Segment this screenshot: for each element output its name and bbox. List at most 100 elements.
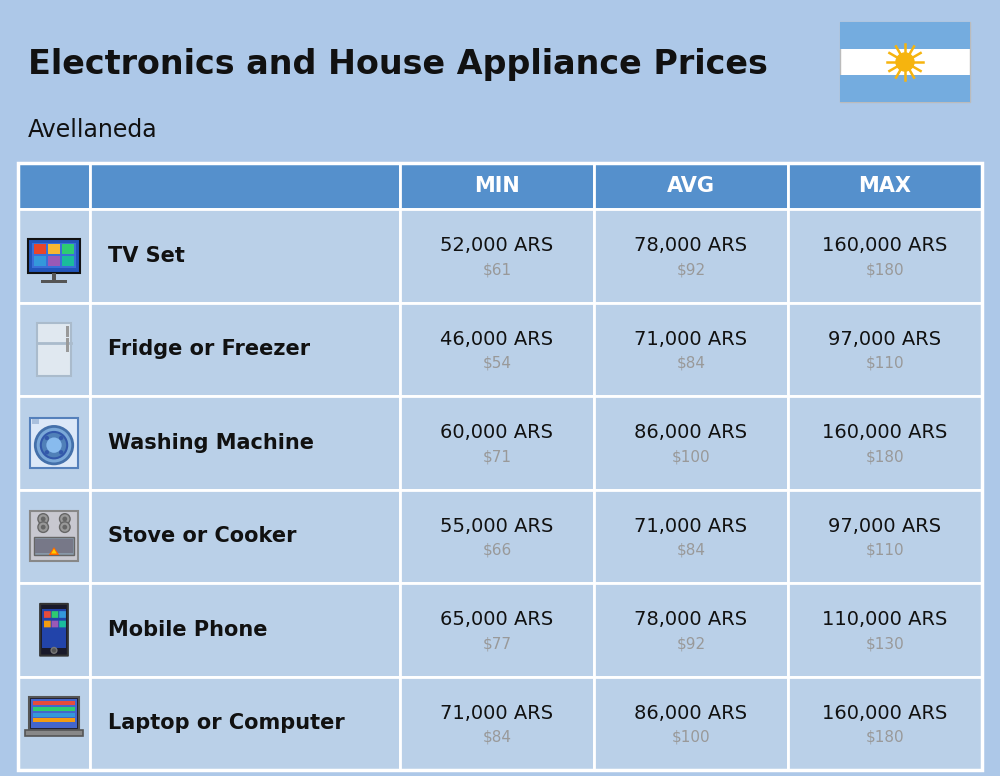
- Bar: [788, 163, 982, 209]
- Bar: [25, 730, 83, 736]
- FancyBboxPatch shape: [59, 611, 66, 618]
- Text: 160,000 ARS: 160,000 ARS: [822, 236, 948, 255]
- Bar: [400, 209, 594, 303]
- Circle shape: [60, 514, 70, 525]
- Text: MIN: MIN: [474, 176, 520, 196]
- Circle shape: [45, 436, 49, 440]
- Bar: [41, 280, 67, 282]
- Text: 78,000 ARS: 78,000 ARS: [634, 610, 748, 629]
- Bar: [400, 396, 594, 490]
- Bar: [90, 396, 400, 490]
- Circle shape: [62, 517, 67, 521]
- Text: Avellaneda: Avellaneda: [28, 118, 158, 142]
- Text: $77: $77: [482, 636, 512, 651]
- Bar: [840, 75, 970, 102]
- Bar: [42, 609, 66, 648]
- Circle shape: [896, 53, 914, 71]
- Text: 71,000 ARS: 71,000 ARS: [634, 330, 748, 348]
- Text: $180: $180: [866, 262, 904, 277]
- Bar: [90, 490, 400, 583]
- Circle shape: [35, 427, 73, 464]
- Text: $180: $180: [866, 729, 904, 745]
- Text: Mobile Phone: Mobile Phone: [108, 620, 268, 639]
- Bar: [31, 699, 77, 728]
- Text: 97,000 ARS: 97,000 ARS: [828, 517, 942, 535]
- Bar: [840, 22, 970, 49]
- Text: $54: $54: [482, 355, 512, 371]
- Circle shape: [45, 450, 49, 455]
- Circle shape: [41, 525, 46, 529]
- Bar: [32, 420, 39, 424]
- FancyBboxPatch shape: [52, 611, 58, 618]
- Text: $110: $110: [866, 542, 904, 558]
- Bar: [18, 396, 90, 490]
- Circle shape: [59, 436, 63, 440]
- Text: TV Set: TV Set: [108, 246, 185, 265]
- Text: 110,000 ARS: 110,000 ARS: [822, 610, 948, 629]
- Bar: [18, 163, 90, 209]
- Bar: [90, 583, 400, 677]
- Text: $130: $130: [866, 636, 904, 651]
- Circle shape: [59, 450, 63, 455]
- Circle shape: [46, 438, 62, 453]
- Bar: [788, 396, 982, 490]
- FancyBboxPatch shape: [59, 621, 66, 627]
- Bar: [594, 303, 788, 396]
- Bar: [34, 538, 74, 556]
- Text: Fridge or Freezer: Fridge or Freezer: [108, 339, 310, 359]
- Bar: [28, 239, 80, 272]
- Bar: [840, 22, 970, 102]
- Bar: [34, 255, 46, 265]
- Circle shape: [51, 647, 57, 653]
- Bar: [33, 702, 75, 705]
- Bar: [66, 326, 69, 337]
- Bar: [788, 490, 982, 583]
- Bar: [90, 209, 400, 303]
- Text: 71,000 ARS: 71,000 ARS: [440, 704, 554, 722]
- Bar: [788, 303, 982, 396]
- Circle shape: [41, 517, 46, 521]
- Bar: [52, 272, 56, 281]
- Text: $92: $92: [676, 636, 706, 651]
- Text: Stove or Cooker: Stove or Cooker: [108, 526, 296, 546]
- Text: 160,000 ARS: 160,000 ARS: [822, 423, 948, 442]
- Text: Washing Machine: Washing Machine: [108, 433, 314, 452]
- Text: $66: $66: [482, 542, 512, 558]
- Bar: [18, 303, 90, 396]
- Polygon shape: [51, 549, 57, 553]
- Text: $100: $100: [672, 729, 710, 745]
- Bar: [90, 303, 400, 396]
- Bar: [400, 677, 594, 770]
- Bar: [594, 583, 788, 677]
- Text: 71,000 ARS: 71,000 ARS: [634, 517, 748, 535]
- Bar: [62, 244, 74, 255]
- FancyBboxPatch shape: [52, 621, 58, 627]
- Bar: [594, 209, 788, 303]
- Bar: [594, 677, 788, 770]
- Bar: [400, 583, 594, 677]
- Circle shape: [41, 432, 67, 459]
- Circle shape: [38, 514, 48, 525]
- Bar: [32, 243, 76, 268]
- Bar: [594, 163, 788, 209]
- Text: 52,000 ARS: 52,000 ARS: [440, 236, 554, 255]
- Circle shape: [62, 525, 67, 529]
- Text: 97,000 ARS: 97,000 ARS: [828, 330, 942, 348]
- Text: $180: $180: [866, 449, 904, 464]
- Text: AVG: AVG: [667, 176, 715, 196]
- Text: MAX: MAX: [858, 176, 912, 196]
- Text: 60,000 ARS: 60,000 ARS: [440, 423, 554, 442]
- Bar: [594, 396, 788, 490]
- Text: $100: $100: [672, 449, 710, 464]
- Text: 78,000 ARS: 78,000 ARS: [634, 236, 748, 255]
- Bar: [90, 677, 400, 770]
- Bar: [18, 583, 90, 677]
- Text: 55,000 ARS: 55,000 ARS: [440, 517, 554, 535]
- Bar: [48, 255, 60, 265]
- Bar: [48, 244, 60, 255]
- Text: 65,000 ARS: 65,000 ARS: [440, 610, 554, 629]
- Bar: [788, 677, 982, 770]
- Text: $71: $71: [482, 449, 512, 464]
- Bar: [37, 323, 71, 376]
- Bar: [788, 583, 982, 677]
